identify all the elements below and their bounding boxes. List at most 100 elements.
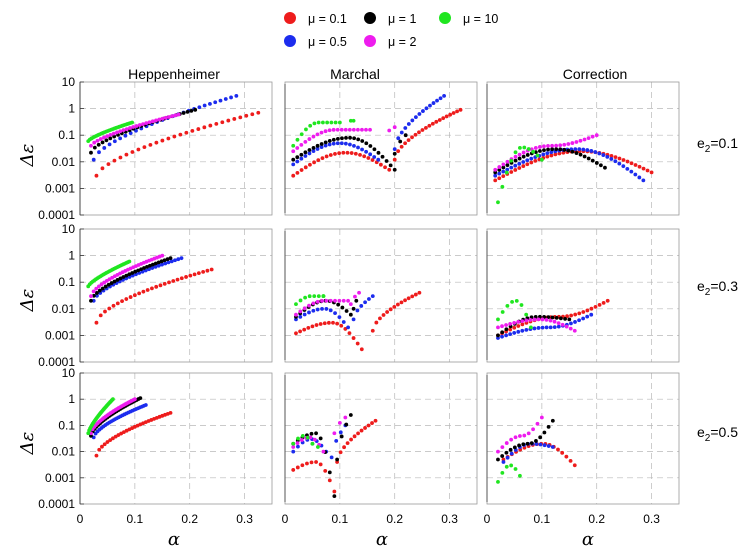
data-point-mu01 [497,176,502,181]
data-point-mu2 [504,323,508,327]
data-point-mu01 [100,444,104,449]
data-point-mu2 [111,131,116,136]
data-point-mu01 [192,272,197,277]
data-point-mu05 [538,442,543,447]
data-point-mu05 [97,150,101,155]
data-point-mu05 [359,304,364,308]
data-point-mu10 [505,303,510,308]
data-point-mu01 [388,307,393,312]
data-point-mu1 [558,316,563,321]
data-point-mu01 [205,268,210,273]
data-point-mu1 [124,273,129,278]
data-point-mu01 [124,152,129,157]
data-point-mu1 [348,135,352,140]
data-point-mu10 [298,298,303,303]
data-point-mu01 [141,289,146,294]
data-point-mu01 [333,152,337,156]
data-point-mu01 [605,298,610,303]
data-point-mu2 [137,123,142,127]
data-point-mu01 [102,442,107,447]
data-point-mu2 [346,298,350,303]
data-point-mu01 [115,301,120,306]
data-point-mu01 [352,434,357,439]
data-point-mu10 [500,310,505,314]
data-point-mu01 [545,154,550,159]
data-point-mu1 [496,333,500,338]
data-point-mu2 [347,127,352,132]
data-point-mu1 [534,439,538,443]
data-point-mu01 [98,313,103,318]
data-point-mu05 [352,143,356,148]
data-point-mu1 [582,154,587,159]
panel-frame [79,228,273,363]
data-point-mu01 [118,155,123,160]
data-point-mu05 [348,142,352,147]
data-point-mu01 [294,331,298,336]
data-point-mu01 [349,437,353,442]
data-point-mu01 [175,277,180,282]
data-point-mu1 [504,327,509,332]
data-point-mu1 [529,441,534,446]
data-point-mu1 [104,138,109,143]
data-point-mu01 [609,153,614,158]
data-point-mu05 [91,298,96,303]
data-point-mu1 [542,430,547,435]
data-point-mu01 [597,302,602,307]
data-point-mu2 [323,129,328,134]
data-point-mu05 [509,451,514,456]
data-point-mu01 [370,328,375,333]
panel-r0-c0 [79,81,273,216]
data-point-mu10 [305,435,310,440]
data-point-mu05 [556,324,561,329]
data-point-mu05 [505,167,510,172]
data-point-mu2 [526,431,531,436]
data-point-mu05 [311,149,316,153]
data-point-mu10 [539,157,544,162]
data-point-mu05 [213,100,218,105]
data-point-mu01 [589,306,594,311]
data-point-mu2 [496,325,500,330]
data-point-mu01 [339,323,344,328]
data-point-mu01 [353,151,358,156]
data-point-mu05 [545,151,550,156]
data-point-mu10 [510,299,514,304]
data-point-mu01 [324,154,329,159]
x-tick-label: 0.3 [236,512,253,526]
data-point-mu01 [291,468,296,472]
data-point-mu1 [566,148,571,153]
data-point-mu2 [351,127,356,132]
data-point-mu2 [560,322,565,327]
data-point-mu2 [173,113,178,118]
data-point-mu01 [430,121,435,126]
data-point-mu01 [208,123,213,128]
data-point-mu10 [535,153,540,158]
data-point-mu01 [167,280,171,285]
data-point-mu10 [86,431,91,436]
data-point-mu01 [316,158,321,163]
data-point-mu01 [458,107,463,112]
data-point-mu05 [179,256,184,261]
data-point-mu05 [421,109,425,113]
data-point-mu05 [169,259,174,264]
data-point-mu05 [521,160,526,164]
data-point-mu1 [323,140,328,145]
data-point-mu01 [238,115,243,120]
data-point-mu05 [197,105,202,110]
data-point-mu1 [327,139,332,143]
data-point-mu05 [367,297,371,301]
data-point-mu2 [343,127,348,132]
data-point-mu01 [291,173,296,178]
data-point-mu05 [509,165,514,170]
data-point-mu1 [315,143,320,148]
data-point-mu05 [372,155,377,159]
data-point-mu05 [392,147,397,152]
data-point-mu01 [166,136,171,141]
data-point-mu2 [105,134,110,139]
data-point-mu05 [505,455,510,460]
data-point-mu10 [509,158,514,163]
data-point-mu1 [550,315,555,320]
data-point-mu1 [496,457,500,462]
data-point-mu2 [163,115,168,120]
data-point-mu01 [331,320,335,325]
